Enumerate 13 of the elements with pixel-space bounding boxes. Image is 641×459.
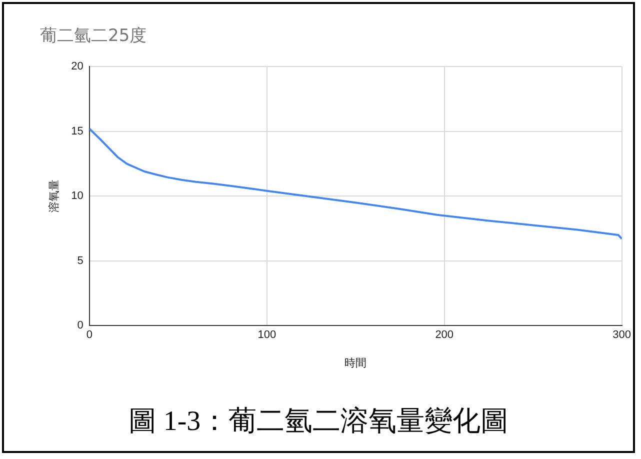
caption: 圖 1-3：葡二氫二溶氧量變化圖 — [127, 405, 510, 439]
y-tick-label: 5 — [77, 254, 84, 267]
x-tick-label: 300 — [612, 329, 632, 342]
chart-title: 葡二氫二25度 — [40, 25, 147, 47]
x-tick-label: 100 — [258, 329, 276, 342]
y-axis-title: 溶氧量 — [48, 180, 61, 213]
x-tick-label: 200 — [435, 329, 454, 342]
y-tick-label: 0 — [77, 320, 84, 332]
y-tick-label: 15 — [71, 125, 84, 138]
y-tick-label: 20 — [71, 60, 84, 73]
y-tick-label: 10 — [71, 190, 84, 202]
x-axis-title: 時間 — [344, 356, 367, 370]
x-tick-label: 0 — [86, 329, 92, 342]
